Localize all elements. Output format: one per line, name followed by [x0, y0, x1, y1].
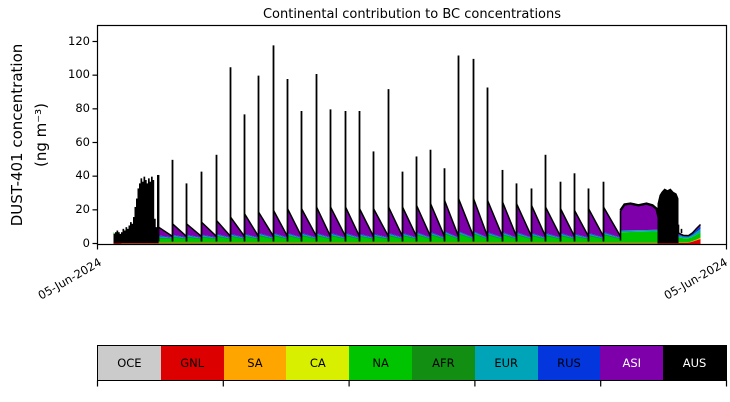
legend-label: GNL [180, 356, 205, 370]
y-tick-label-120: 120 [68, 33, 90, 48]
right-black-cluster [657, 188, 679, 244]
legend-label: SA [247, 356, 263, 370]
legend-label: RUS [557, 356, 581, 370]
legend-item-NA: NA [349, 346, 412, 380]
y-tick-label-0: 0 [82, 235, 90, 250]
legend-item-AUS: AUS [663, 346, 726, 380]
legend-label: EUR [494, 356, 519, 370]
legend-label: AUS [682, 356, 707, 370]
legend-label: CA [309, 356, 326, 370]
legend-label: NA [372, 356, 389, 370]
y-tick-label-100: 100 [68, 67, 90, 82]
legend-item-EUR: EUR [474, 346, 538, 380]
teeth-series [157, 45, 622, 243]
axis-ticks [92, 40, 728, 387]
legend-label: AFR [432, 356, 455, 370]
legend-item-OCE: OCE [98, 346, 161, 380]
legend-item-SA: SA [223, 346, 287, 380]
legend-item-AFR: AFR [411, 346, 475, 380]
right-tail-series [677, 223, 702, 244]
legend-item-RUS: RUS [537, 346, 601, 380]
axes-frame [96, 24, 728, 246]
legend-item-CA: CA [286, 346, 350, 380]
right-plateau-series [619, 202, 660, 243]
legend: OCE GNL SA CA NA AFR EUR RUS ASI AUS [97, 345, 727, 381]
y-axis-label-line2: (ng m⁻³) [32, 102, 50, 168]
y-axis-label-line1: DUST-401 concentration [8, 43, 26, 227]
y-tick-label-80: 80 [75, 100, 90, 115]
legend-item-GNL: GNL [160, 346, 224, 380]
chart-title: Continental contribution to BC concentra… [262, 7, 562, 22]
y-tick-label-40: 40 [75, 168, 90, 183]
y-tick-label-20: 20 [75, 201, 90, 216]
y-tick-label-60: 60 [75, 134, 90, 149]
legend-item-ASI: ASI [600, 346, 664, 380]
legend-label: ASI [622, 356, 642, 370]
data-area [113, 45, 702, 244]
legend-label: OCE [117, 356, 142, 370]
left-cluster-series [113, 174, 160, 244]
